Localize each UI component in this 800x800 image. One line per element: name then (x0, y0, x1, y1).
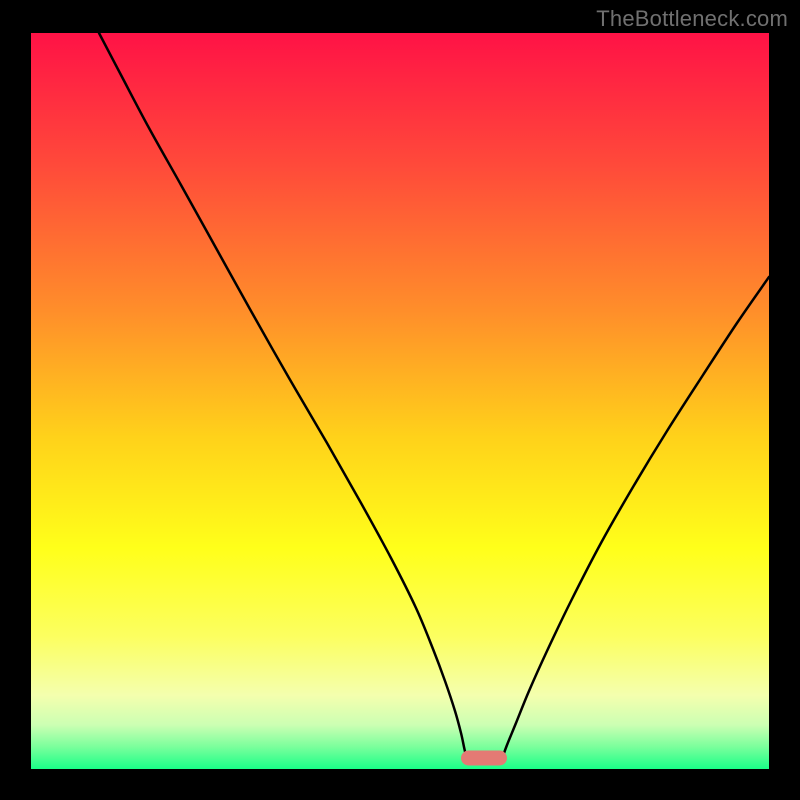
right-bottleneck-curve (503, 277, 769, 756)
left-bottleneck-curve (99, 33, 466, 756)
chart-container: TheBottleneck.com (0, 0, 800, 800)
watermark-text: TheBottleneck.com (596, 6, 788, 32)
plot-area (31, 33, 769, 769)
balanced-zone-marker (461, 751, 507, 766)
bottleneck-curve (31, 33, 769, 769)
